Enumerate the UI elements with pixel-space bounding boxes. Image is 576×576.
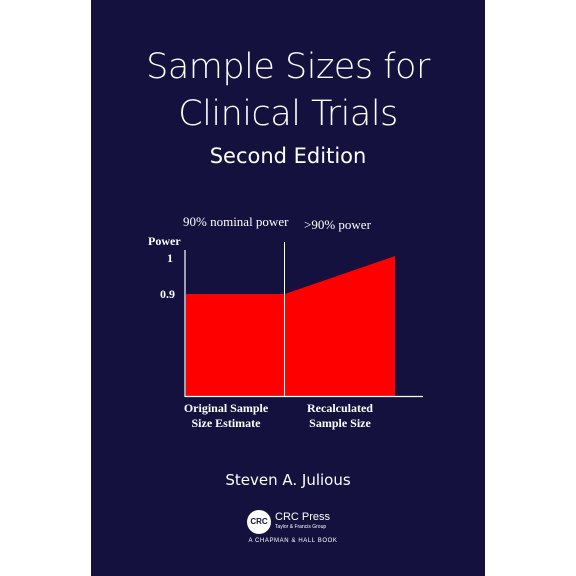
caption-higher-power: >90% power xyxy=(304,217,371,232)
y-tick-0-9: 0.9 xyxy=(160,287,175,301)
publisher-name: CRC Press xyxy=(275,511,331,523)
power-figure: 90% nominal power >90% power Power 1 0.9… xyxy=(91,0,485,576)
x-label-original-line-1: Original Sample xyxy=(183,401,269,415)
caption-nominal-power: 90% nominal power xyxy=(183,214,289,229)
x-label-recalculated: Recalculated Sample Size xyxy=(285,401,395,431)
book-cover: Sample Sizes for Clinical Trials Second … xyxy=(91,0,485,576)
crc-logo-icon: CRC xyxy=(247,510,271,534)
x-label-original: Original Sample Size Estimate xyxy=(171,401,281,431)
book-edition: Second Edition xyxy=(209,144,367,168)
publisher-block: CRC CRC Press Taylor & Francis Group A C… xyxy=(233,509,353,549)
power-region-recalculated xyxy=(285,256,395,396)
x-label-recalculated-line-2: Sample Size xyxy=(309,416,371,430)
book-author: Steven A. Julious xyxy=(225,471,351,489)
y-axis-title: Power xyxy=(148,234,181,248)
power-region-original xyxy=(186,294,285,396)
y-tick-1: 1 xyxy=(167,251,173,265)
publisher-imprint: A CHAPMAN & HALL BOOK xyxy=(248,538,338,544)
x-label-recalculated-line-1: Recalculated xyxy=(307,401,373,415)
publisher-group: Taylor & Francis Group xyxy=(275,524,327,530)
x-label-original-line-2: Size Estimate xyxy=(191,416,261,430)
book-title-line-1: Sample Sizes for xyxy=(146,47,430,87)
book-title-line-2: Clinical Trials xyxy=(178,94,398,134)
power-figure-graphic xyxy=(184,242,423,398)
